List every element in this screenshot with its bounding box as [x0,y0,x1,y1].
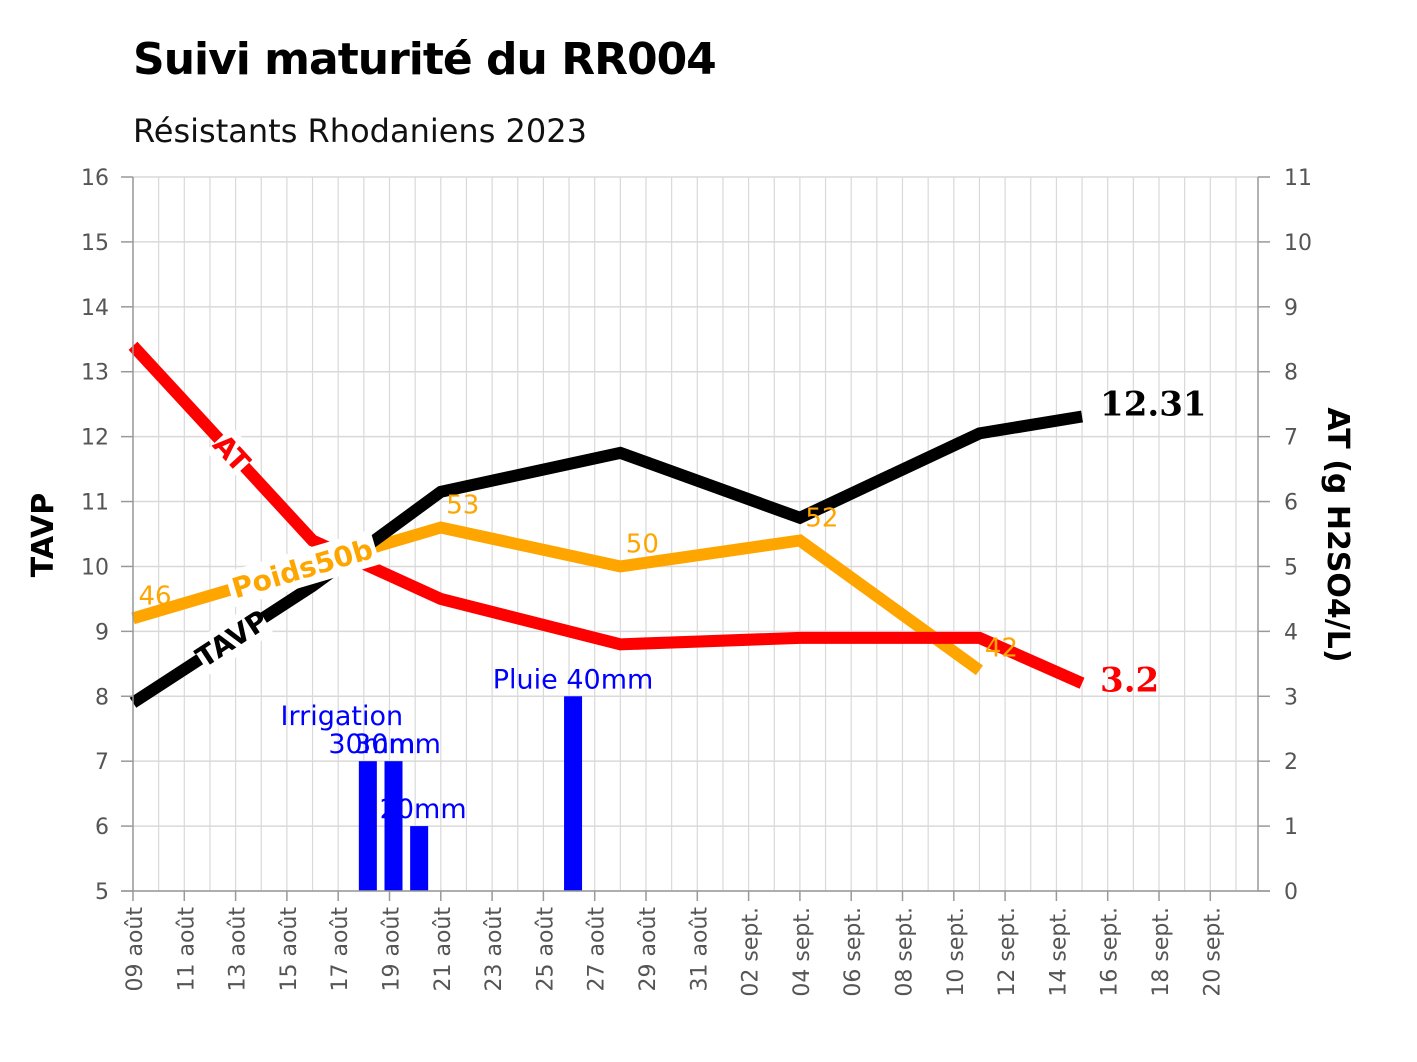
rain-bar [358,761,377,891]
x-tick-label: 08 sept. [893,907,918,997]
y-right-tick-label: 0 [1284,880,1298,905]
series-line-at [128,341,1085,689]
y-left-tick-label: 7 [95,750,109,775]
x-tick-label: 23 août [482,907,507,992]
inline-label-bg [224,529,381,608]
point-label: 46 [138,581,171,611]
y-left-tick-label: 12 [81,426,109,451]
rain-bar [564,696,583,891]
x-tick-label: 21 août [431,907,456,992]
point-label: 53 [446,491,479,521]
x-tick-label: 18 sept. [1149,907,1174,997]
y-left-tick-label: 8 [95,685,109,710]
x-tick-label: 20 sept. [1200,907,1225,997]
rain-bar [410,826,429,891]
chart-title: Suivi maturité du RR004 [133,34,717,85]
y-left-axis-title: TAVP [26,493,61,578]
x-tick-label: 17 août [328,907,353,992]
y-right-tick-label: 6 [1284,491,1298,516]
y-right-axis-title: AT (g H2SO4/L) [1320,407,1355,662]
series-end-label-tavp: 12.31 [1100,385,1206,425]
y-left-tick-label: 14 [81,296,109,321]
series-end-label-at: 3.2 [1100,660,1159,700]
rain-bar-label: 30mm [354,729,441,760]
y-left-tick-label: 9 [95,620,109,645]
chart-subtitle: Résistants Rhodaniens 2023 [133,112,587,150]
y-left-tick-label: 15 [81,231,109,256]
inline-label-bg [205,426,258,480]
y-right-tick-label: 10 [1284,231,1312,256]
y-right-tick-label: 7 [1284,426,1298,451]
point-label: 52 [805,503,838,533]
point-label: 50 [626,529,659,559]
x-tick-label: 19 août [380,907,405,992]
rain-bar [384,761,403,891]
x-tick-label: 25 août [533,907,558,992]
x-tick-label: 27 août [585,907,610,992]
y-left-tick-label: 11 [81,491,109,516]
y-right-tick-label: 11 [1284,166,1312,191]
x-tick-label: 12 sept. [995,907,1020,997]
y-right-tick-label: 2 [1284,750,1298,775]
x-tick-label: 16 sept. [1098,907,1123,997]
y-right-tick-label: 4 [1284,620,1298,645]
y-right-tick-label: 8 [1284,361,1298,386]
y-left-tick-label: 6 [95,815,109,840]
x-tick-label: 04 sept. [790,907,815,997]
series-line-tavp [129,410,1084,708]
y-right-tick-label: 9 [1284,296,1298,321]
y-right-tick-label: 1 [1284,815,1298,840]
y-left-tick-label: 5 [95,880,109,905]
y-right-tick-label: 3 [1284,685,1298,710]
irrigation-annotation: Irrigation [281,701,404,732]
y-left-tick-label: 10 [81,555,109,580]
x-tick-label: 31 août [687,907,712,992]
y-left-tick-label: 13 [81,361,109,386]
inline-label-bg [190,602,274,675]
series-lines [128,341,1085,708]
x-tick-label: 14 sept. [1046,907,1071,997]
x-tick-label: 06 sept. [841,907,866,997]
x-tick-label: 13 août [226,907,251,992]
x-tick-label: 09 août [123,907,148,992]
x-tick-label: 15 août [277,907,302,992]
rain-bar-label: Pluie 40mm [493,664,654,695]
y-right-tick-label: 5 [1284,555,1298,580]
x-tick-label: 10 sept. [944,907,969,997]
x-tick-label: 02 sept. [739,907,764,997]
rain-bar-label: 30mm [328,729,415,760]
rain-bars [358,696,583,891]
point-label: 42 [985,633,1018,663]
x-tick-label: 11 août [174,907,199,992]
y-left-tick-label: 16 [81,166,109,191]
rain-bar-label: 20mm [380,794,467,825]
x-tick-label: 29 août [636,907,661,992]
